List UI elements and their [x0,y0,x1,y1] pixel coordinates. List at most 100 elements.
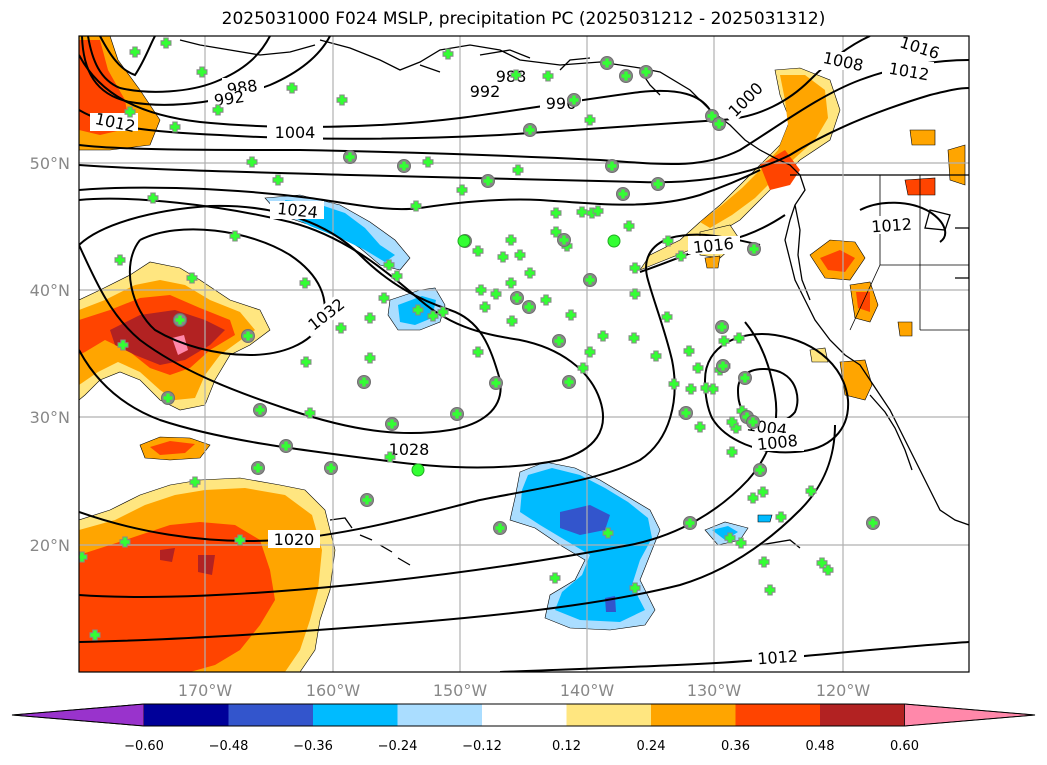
station-plus-marker [662,235,674,247]
station-plus-marker [162,392,174,404]
station-plus-marker [304,407,316,419]
station-plus-marker [234,534,246,546]
colorbar-outline [11,703,1036,727]
station-plus-marker [623,220,635,232]
colorbar-segment [482,704,567,726]
colorbar-segment [566,704,651,726]
station-dot-marker [607,234,621,248]
isobar-1004 [79,54,711,128]
station-plus-marker [549,572,561,584]
station-plus-marker [629,582,641,594]
colorbar-tick: 0.48 [806,739,835,754]
station-plus-marker [147,192,159,204]
station-plus-marker [386,418,398,430]
station-plus-marker [160,37,172,49]
coast-alaska [319,39,776,159]
station-plus-marker [584,114,596,126]
station-plus-marker [437,306,449,318]
coast-west-us [794,204,811,301]
station-plus-marker [726,416,738,428]
station-plus-marker [169,121,181,133]
colorbar-segment [228,704,313,726]
station-plus-marker [482,175,494,187]
station-plus-marker [692,362,704,374]
station-plus-marker [568,94,580,106]
colorbar-segment [11,703,145,727]
station-plus-marker [325,462,337,474]
station-plus-marker [114,254,126,266]
station-plus-marker [300,356,312,368]
station-plus-marker [514,249,526,261]
station-plus-marker [398,160,410,172]
station-plus-marker [602,527,614,539]
station-plus-marker [685,383,697,395]
lon-label: 130°W [687,681,742,700]
station-plus-marker [472,346,484,358]
station-plus-marker [584,346,596,358]
colorbar-tick: 0.24 [637,739,666,754]
station-plus-marker [668,378,680,390]
station-plus-marker [628,332,640,344]
station-plus-marker [335,322,347,334]
station-plus-marker [724,532,736,544]
station-plus-marker [189,476,201,488]
station-plus-marker [606,160,618,172]
isobar-label: 1024 [276,199,318,222]
isobar-label: 1008 [756,431,798,454]
station-plus-marker [364,352,376,364]
latitude-labels: 50°N 40°N 30°N 20°N [30,154,70,555]
station-plus-marker [512,164,524,176]
station-plus-marker [422,156,434,168]
station-plus-marker [451,408,463,420]
colorbar-segment [820,704,905,726]
precip-shading [79,36,966,672]
isobar-label: 992 [213,87,246,110]
station-plus-marker [764,584,776,596]
station-plus-marker [683,345,695,357]
graticule [79,36,969,672]
station-plus-marker [563,376,575,388]
station-plus-marker [523,301,535,313]
station-plus-marker [494,522,506,534]
isobar-984 [99,36,156,77]
station-plus-marker [542,70,554,82]
station-plus-marker [196,66,208,78]
station-plus-marker [442,48,454,60]
station-plus-marker [490,377,502,389]
station-plus-marker [601,57,613,69]
station-plus-marker [565,309,577,321]
station-plus-marker [694,421,706,433]
isobar-label: 1004 [275,123,316,142]
station-plus-marker [617,188,629,200]
station-plus-marker [117,339,129,351]
colorbar: −0.60 −0.48 −0.36 −0.24 −0.12 0.12 0.24 … [11,703,1036,754]
station-plus-marker [344,151,356,163]
station-plus-marker [383,259,395,271]
station-plus-marker [212,104,224,116]
station-plus-marker [707,383,719,395]
station-plus-marker [748,243,760,255]
station-plus-marker [410,200,422,212]
station-plus-marker [475,284,487,296]
station-plus-marker [479,301,491,313]
station-plus-marker [490,288,502,300]
station-plus-marker [280,440,292,452]
station-plus-marker [378,292,390,304]
isobar-1012 [79,59,969,166]
station-plus-marker [716,321,728,333]
station-plus-marker [79,551,88,563]
station-plus-marker [242,330,254,342]
observation-stations [79,37,880,641]
station-plus-marker [577,362,589,374]
lon-label: 120°W [816,681,871,700]
lat-label: 40°N [30,281,70,300]
station-plus-marker [747,492,759,504]
station-plus-marker [246,156,258,168]
station-plus-marker [286,82,298,94]
station-plus-marker [661,311,673,323]
station-plus-marker [597,330,609,342]
station-plus-marker [680,407,692,419]
station-plus-marker [675,250,687,262]
station-plus-marker [505,277,517,289]
